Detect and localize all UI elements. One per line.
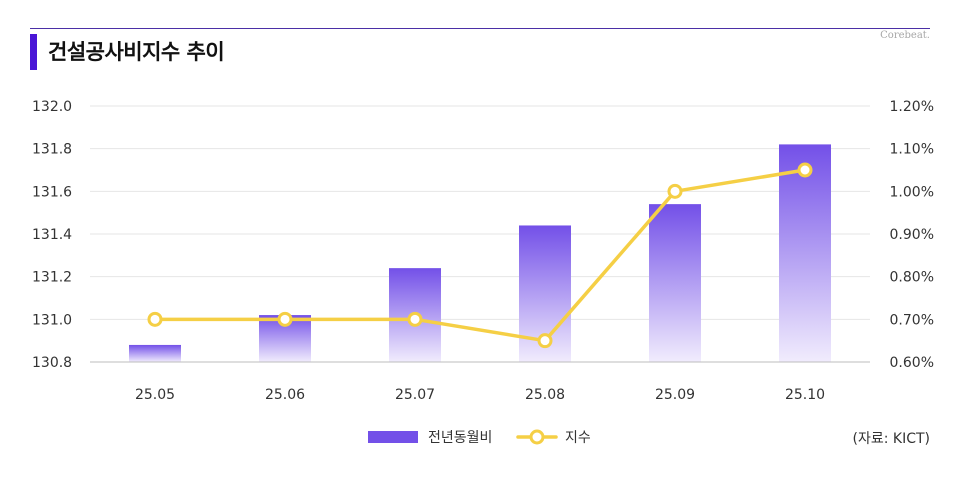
left-tick-label: 132.0 xyxy=(32,99,72,115)
legend-bar-swatch xyxy=(368,431,418,443)
right-tick-label: 1.00% xyxy=(890,184,934,200)
x-tick-label: 25.09 xyxy=(655,387,695,403)
source-note: (자료: KICT) xyxy=(852,431,931,447)
bar-25.05 xyxy=(129,344,181,362)
chart-title: 건설공사비지수 추이 xyxy=(48,40,225,64)
right-tick-label: 0.90% xyxy=(890,227,934,243)
legend: 전년동월비 지수 xyxy=(368,429,591,446)
left-tick-label: 131.8 xyxy=(32,142,72,158)
right-axis: 1.20% 1.10% 1.00% 0.90% 0.80% 0.70% 0.60% xyxy=(890,99,934,371)
left-axis: 132.0 131.8 131.6 131.4 131.2 131.0 130.8 xyxy=(32,99,72,371)
left-tick-label: 130.8 xyxy=(32,355,72,371)
brand-logo-text: Corebeat. xyxy=(880,30,930,41)
right-tick-label: 1.20% xyxy=(890,99,934,115)
x-tick-label: 25.08 xyxy=(525,387,565,403)
line-point-25.07 xyxy=(407,311,423,327)
line-path xyxy=(153,168,807,343)
x-tick-label: 25.07 xyxy=(395,387,435,403)
left-tick-label: 131.4 xyxy=(32,227,72,243)
bar-series xyxy=(129,144,831,362)
title-accent-bar xyxy=(30,34,37,70)
legend-label-line: 지수 xyxy=(565,430,591,446)
line-point-25.09 xyxy=(667,183,683,199)
left-tick-label: 131.0 xyxy=(32,312,72,328)
legend-label-bar: 전년동월비 xyxy=(428,430,492,446)
x-axis: 25.05 25.06 25.07 25.08 25.09 25.10 xyxy=(135,387,825,403)
right-tick-label: 0.80% xyxy=(890,270,934,286)
x-tick-label: 25.10 xyxy=(785,387,825,403)
line-point-25.08 xyxy=(537,333,553,349)
right-tick-label: 0.70% xyxy=(890,312,934,328)
right-tick-label: 1.10% xyxy=(890,142,934,158)
grid-lines xyxy=(90,105,870,320)
line-point-25.10 xyxy=(797,162,813,178)
x-tick-label: 25.06 xyxy=(265,387,305,403)
bar-25.10 xyxy=(779,144,831,362)
top-rule xyxy=(30,28,930,29)
left-tick-label: 131.6 xyxy=(32,184,72,200)
line-series xyxy=(147,162,813,349)
right-tick-label: 0.60% xyxy=(890,355,934,371)
line-point-25.05 xyxy=(147,311,163,327)
left-tick-label: 131.2 xyxy=(32,270,72,286)
line-point-25.06 xyxy=(277,311,293,327)
bar-25.09 xyxy=(649,204,701,362)
legend-marker-icon xyxy=(529,429,545,445)
x-tick-label: 25.05 xyxy=(135,387,175,403)
